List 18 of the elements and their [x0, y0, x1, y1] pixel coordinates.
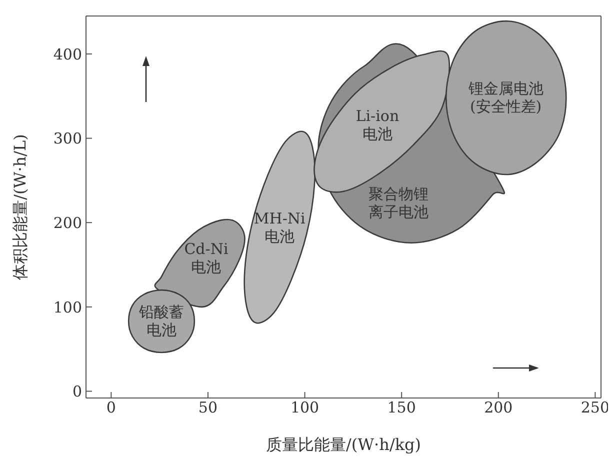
- series-label: Cd-Ni电池: [184, 240, 228, 276]
- x-tick-label: 100: [290, 398, 320, 417]
- y-tick-label: 0: [72, 382, 82, 401]
- y-tick-label: 300: [53, 130, 82, 148]
- y-tick-label: 200: [53, 214, 82, 232]
- series-label: 聚合物锂离子电池: [368, 185, 428, 222]
- x-tick-label: 200: [484, 398, 513, 417]
- y-tick-label: 100: [53, 298, 82, 316]
- x-tick-label: 50: [198, 398, 218, 417]
- y-axis-title: 体积比能量/(W·h/L): [10, 134, 30, 280]
- series-label: MH-Ni电池: [254, 209, 306, 246]
- x-axis-title: 质量比能量/(W·h/kg): [266, 435, 422, 454]
- y-tick-label: 400: [53, 45, 82, 64]
- series-label: 铅酸蓄电池: [138, 303, 184, 340]
- x-tick-label: 150: [387, 398, 416, 417]
- x-tick-label: 0: [106, 398, 116, 417]
- series-label: Li-ion电池: [356, 107, 400, 144]
- series-label: 锂金属电池(安全性差): [467, 80, 544, 116]
